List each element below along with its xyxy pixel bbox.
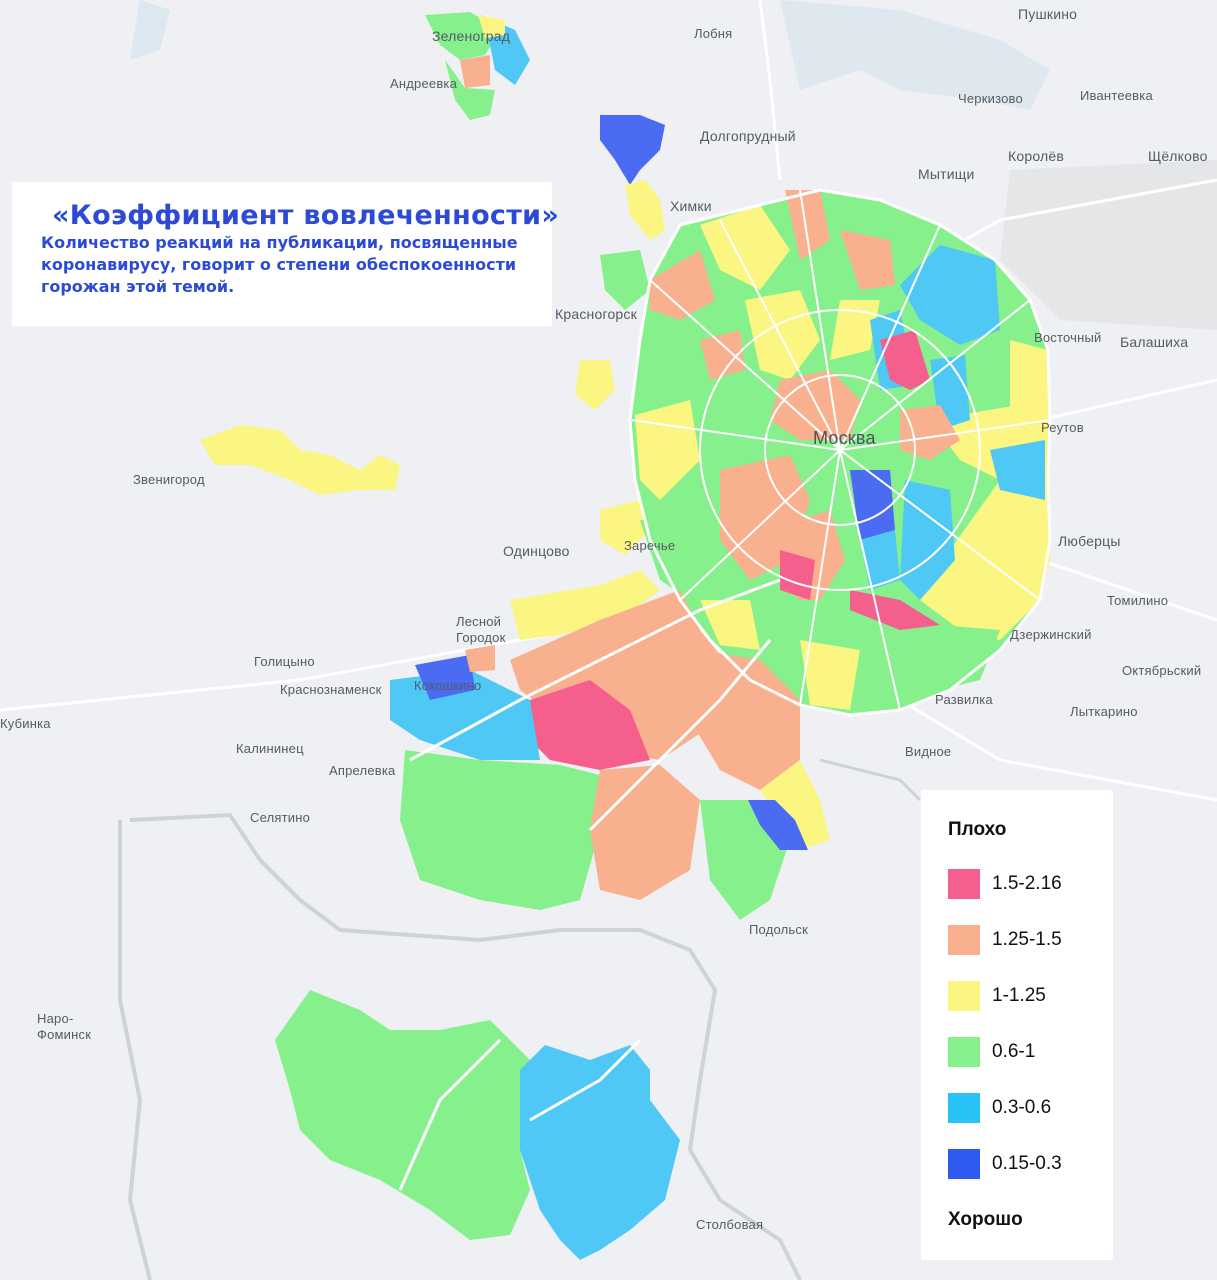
radial-roads [631, 189, 1051, 711]
ring-road [628, 188, 1052, 717]
place-andreevka: Андреевка [390, 76, 458, 91]
place-cherkizovo: Черкизово [958, 91, 1023, 106]
title-panel: «Коэффициент вовлеченности» Количество р… [12, 182, 559, 326]
place-dzerzhinsky: Дзержинский [1010, 627, 1092, 642]
place-lytkarino: Лыткарино [1070, 704, 1138, 719]
third-ring [699, 309, 981, 591]
place-lyubertsy: Люберцы [1058, 533, 1121, 549]
road [529, 1038, 642, 1122]
water-body [780, 0, 1050, 110]
place-ivanteevka: Ивантеевка [1080, 88, 1153, 103]
road [588, 639, 772, 832]
place-stolbovaya: Столбовая [696, 1217, 764, 1232]
legend-item: 0.6-1 [948, 1037, 1035, 1067]
legend-label: 0.15-0.3 [992, 1153, 1062, 1174]
place-zarechye: Заречье [624, 538, 676, 553]
place-vidnoe: Видное [905, 744, 952, 759]
place-zelenograd: Зеленоград [432, 28, 511, 44]
road [398, 1038, 502, 1191]
region-border [118, 820, 152, 1280]
road [409, 578, 781, 762]
urban-area [1000, 160, 1217, 330]
place-krasnogorsk: Красногорск [555, 306, 637, 322]
place-aprelevka: Апрелевка [329, 763, 396, 778]
legend-bottom-label: Хорошо [948, 1209, 1023, 1230]
zelenograd-districts [425, 12, 530, 120]
legend-label: 1-1.25 [992, 985, 1046, 1006]
district-polygon [600, 500, 650, 555]
place-kubinka: Кубинка [0, 716, 51, 731]
legend-swatch [948, 925, 980, 955]
water-body [130, 0, 170, 60]
place-selyatino: Селятино [250, 810, 311, 825]
district-polygon [200, 425, 400, 495]
legend-label: 0.3-0.6 [992, 1097, 1052, 1118]
place-mytishchi: Мытищи [918, 166, 975, 182]
legend-label: 1.25-1.5 [992, 929, 1062, 950]
road [1039, 558, 1217, 622]
legend-swatch [948, 1149, 980, 1179]
legend-label: 1.5-2.16 [992, 873, 1062, 894]
place-odintsovo: Одинцово [503, 543, 570, 559]
road [758, 0, 782, 181]
place-lobnya: Лобня [694, 26, 733, 41]
legend-swatch [948, 1093, 980, 1123]
legend-swatch [948, 1037, 980, 1067]
legend-item: 1-1.25 [948, 981, 1046, 1011]
place-balashikha: Балашиха [1120, 334, 1189, 350]
place-reutov: Реутов [1041, 420, 1084, 435]
place-khimki: Химки [670, 198, 712, 214]
place-dolgoprudny: Долгопрудный [700, 128, 796, 144]
place-oktyabrsky: Октябрьский [1122, 663, 1202, 678]
district-polygon [575, 360, 615, 410]
place-pushkino: Пушкино [1018, 6, 1078, 22]
legend-label: 0.6-1 [992, 1041, 1036, 1062]
place-moskva: Москва [813, 428, 876, 448]
place-zvenigorod: Звенигород [133, 472, 205, 487]
district-polygon [600, 115, 665, 185]
legend-swatch [948, 869, 980, 899]
road [1039, 378, 1217, 422]
region-border [129, 812, 802, 1280]
legend-item: 1.5-2.16 [948, 869, 1062, 899]
place-tomilino: Томилино [1107, 593, 1169, 608]
place-vostochny: Восточный [1034, 330, 1102, 345]
district-polygon [600, 250, 650, 310]
place-krasnoznamensk: Краснознаменск [280, 682, 382, 697]
new-moscow-districts [390, 570, 830, 920]
place-razvilka: Развилка [935, 692, 993, 707]
place-golitsyno: Голицыно [254, 654, 315, 669]
region-border [819, 758, 922, 802]
inner-ring [764, 374, 916, 526]
district-polygon [625, 180, 665, 240]
legend-swatch [948, 981, 980, 1011]
place-kalininets: Калининец [236, 741, 304, 756]
place-lesnoy-gorodok: Лесной Городок [456, 614, 506, 645]
map-legend: Плохо 1.5-2.16 1.25-1.5 1-1.25 0.6-1 0.3… [921, 790, 1113, 1260]
page-title: «Коэффициент вовлеченности» [52, 200, 560, 231]
road [899, 698, 1217, 802]
page-subtitle: Количество реакций на публикации, посвящ… [41, 233, 518, 296]
legend-item: 0.15-0.3 [948, 1149, 1062, 1179]
place-podolsk: Подольск [749, 922, 808, 937]
place-naro-fominsk: Наро- Фоминск [37, 1011, 92, 1042]
legend-top-label: Плохо [948, 819, 1007, 840]
legend-item: 1.25-1.5 [948, 925, 1062, 955]
troitsk-districts [275, 990, 680, 1260]
place-shchelkovo: Щёлково [1148, 148, 1208, 164]
place-korolev: Королёв [1008, 148, 1064, 164]
place-kokoshkino: Кокошкино [414, 678, 482, 693]
legend-item: 0.3-0.6 [948, 1093, 1051, 1123]
